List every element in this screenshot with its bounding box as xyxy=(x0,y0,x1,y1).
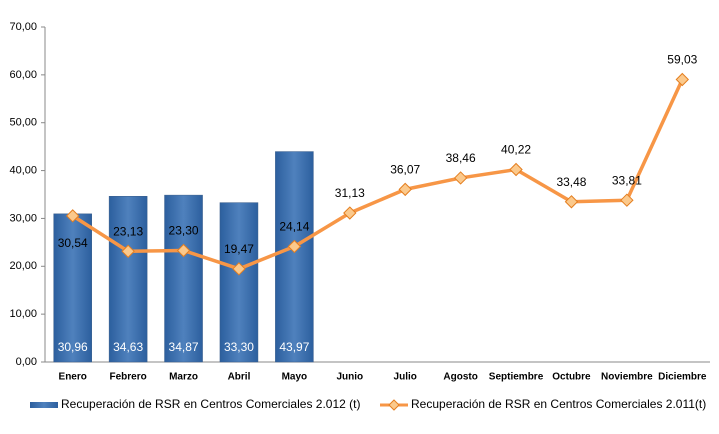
legend-label: Recuperación de RSR en Centros Comercial… xyxy=(61,397,360,411)
line-value-label: 23,30 xyxy=(169,224,199,238)
marker xyxy=(453,171,468,185)
bar xyxy=(164,194,203,363)
marker xyxy=(287,239,302,254)
y-tick-label: 40,00 xyxy=(9,164,37,176)
line-value-label: 33,48 xyxy=(556,175,586,189)
bar-value-label: 34,87 xyxy=(169,340,199,354)
x-tick-label: Agosto xyxy=(443,372,477,383)
line-value-label: 23,13 xyxy=(113,224,143,238)
bar-value-label: 34,63 xyxy=(113,340,143,354)
line-value-label: 38,46 xyxy=(446,151,476,165)
x-tick-label: Enero xyxy=(59,372,87,383)
line-value-label: 19,47 xyxy=(224,242,254,256)
x-tick-label: Mayo xyxy=(282,372,308,383)
marker xyxy=(121,244,135,259)
bar-value-label: 30,96 xyxy=(58,340,88,354)
legend-label: Recuperación de RSR en Centros Comercial… xyxy=(411,397,706,411)
marker xyxy=(66,209,80,223)
marker xyxy=(343,206,357,220)
bar xyxy=(108,196,148,363)
y-tick-label: 30,00 xyxy=(9,212,37,224)
y-tick-label: 20,00 xyxy=(9,260,37,272)
marker xyxy=(176,243,191,258)
line-value-label: 24,14 xyxy=(279,220,309,234)
y-tick-label: 70,00 xyxy=(9,21,37,33)
x-tick-label: Diciembre xyxy=(658,372,707,383)
line-value-label: 59,03 xyxy=(667,53,697,67)
marker xyxy=(232,262,246,276)
marker xyxy=(509,162,523,177)
legend-marker xyxy=(388,399,400,411)
bar xyxy=(219,202,259,363)
marker xyxy=(620,193,634,207)
line-value-label: 36,07 xyxy=(390,163,420,177)
marker xyxy=(398,182,412,197)
bar-value-label: 33,30 xyxy=(224,340,254,354)
bar xyxy=(275,151,314,363)
x-tick-label: Marzo xyxy=(169,372,198,383)
line-value-label: 31,13 xyxy=(335,186,365,200)
x-tick-label: Junio xyxy=(336,372,363,383)
x-tick-label: Octubre xyxy=(552,372,591,383)
x-tick-label: Noviembre xyxy=(601,372,653,383)
bar-value-label: 43,97 xyxy=(279,340,309,354)
legend-swatch xyxy=(30,402,58,408)
marker xyxy=(564,195,579,209)
x-tick-label: Septiembre xyxy=(489,372,544,383)
x-tick-label: Abril xyxy=(228,372,251,383)
y-tick-label: 10,00 xyxy=(9,308,37,320)
line xyxy=(71,78,684,271)
x-tick-label: Febrero xyxy=(110,372,147,383)
marker xyxy=(675,72,689,87)
y-tick-label: 50,00 xyxy=(9,117,37,129)
line-value-label: 40,22 xyxy=(501,143,531,157)
y-tick-label: 0,00 xyxy=(16,356,37,368)
line-value-label: 30,54 xyxy=(58,236,88,250)
y-tick-label: 60,00 xyxy=(9,69,37,81)
x-tick-label: Julio xyxy=(394,372,417,383)
line-value-label: 33,81 xyxy=(612,173,642,187)
